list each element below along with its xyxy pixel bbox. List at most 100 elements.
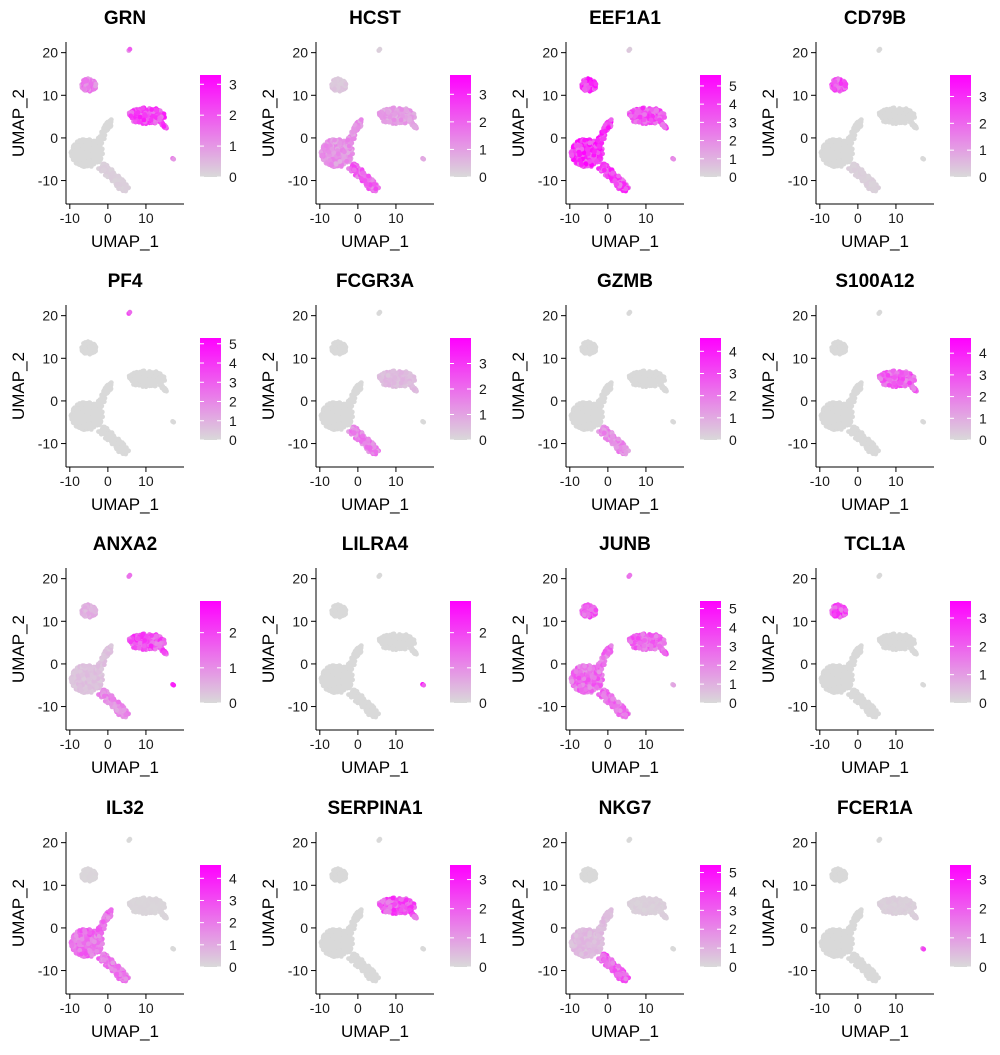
- umap-point-tcell: [82, 137, 87, 143]
- y-tick-label: 20: [42, 308, 58, 324]
- umap-point-nk: [614, 181, 620, 187]
- umap-point-tcell: [356, 125, 361, 130]
- umap-point-tcell: [835, 151, 841, 157]
- umap-point-tcell: [95, 400, 101, 406]
- umap-point-mono: [378, 113, 384, 119]
- umap-point-nk: [351, 167, 357, 173]
- umap-point-tcell: [335, 414, 341, 420]
- umap-point-mono: [407, 117, 412, 123]
- y-tick-label: -10: [38, 436, 58, 452]
- umap-point-mono: [161, 124, 167, 129]
- umap-point-tcell: [587, 140, 593, 146]
- umap-point-tcell: [608, 117, 614, 122]
- umap-point-mono: [636, 119, 642, 125]
- umap-point-mono: [898, 117, 904, 123]
- x-tick-label: 0: [604, 210, 612, 226]
- panel-title: HCST: [349, 8, 401, 29]
- y-tick-label: 0: [550, 130, 558, 146]
- umap-point-tcell: [76, 412, 82, 418]
- umap-point-tcell: [100, 392, 106, 398]
- umap-point-mono: [153, 370, 159, 376]
- colorbar-tick-label: 3: [229, 374, 237, 390]
- umap-point-tcell: [89, 162, 95, 168]
- umap-point-mono: [653, 107, 659, 113]
- umap-point-tcell: [326, 149, 332, 155]
- umap-point-tcell: [576, 149, 582, 155]
- y-axis-label: UMAP_2: [759, 89, 778, 157]
- umap-point-tcell: [856, 125, 861, 130]
- colorbar-tick-label: 3: [729, 114, 737, 130]
- umap-point-tcell: [337, 403, 343, 409]
- umap-point-tcell: [587, 159, 593, 164]
- umap-point-tcell: [102, 122, 108, 128]
- umap-point-b: [81, 86, 87, 92]
- colorbar-tick-label: 0: [979, 169, 987, 185]
- x-tick-label: -10: [310, 210, 330, 226]
- colorbar-tick-label: 5: [729, 78, 737, 94]
- umap-points: [318, 309, 427, 457]
- y-tick-label: 0: [50, 130, 58, 146]
- umap-point-tcell: [323, 406, 329, 412]
- umap-point-tcell: [342, 149, 347, 155]
- panel-title: FCGR3A: [336, 271, 414, 292]
- umap-point-mono: [890, 105, 896, 111]
- colorbar-tick-label: 0: [229, 432, 237, 448]
- umap-point-tcell: [83, 161, 89, 167]
- umap-point-tcell: [85, 414, 91, 420]
- umap-point-mono: [403, 107, 409, 113]
- umap-point-mono: [133, 119, 139, 125]
- colorbar-tick-label: 1: [229, 138, 237, 154]
- umap-point-mono: [385, 110, 391, 115]
- umap-point-tcell: [87, 159, 93, 164]
- umap-point-nk: [601, 167, 607, 173]
- umap-point-tcell: [94, 158, 100, 164]
- umap-point-tcell: [106, 125, 111, 130]
- panel-title: CD79B: [844, 8, 906, 29]
- umap-point-nk: [101, 430, 107, 436]
- y-tick-label: 10: [42, 350, 58, 366]
- umap-point-dc: [171, 419, 177, 425]
- umap-point-tcell: [81, 150, 87, 156]
- umap-point-tcell: [101, 136, 107, 142]
- y-axis-label: UMAP_2: [259, 89, 278, 157]
- umap-point-mono: [398, 117, 404, 123]
- y-tick-label: 0: [50, 393, 58, 409]
- umap-point-nk: [373, 186, 379, 192]
- umap-point-nk: [873, 186, 879, 192]
- umap-point-tcell: [826, 149, 832, 155]
- umap-point-nk: [123, 449, 129, 455]
- y-tick-label: 20: [42, 45, 58, 61]
- umap-point-mono: [649, 107, 655, 112]
- umap-point-mono: [648, 117, 654, 123]
- umap-point-tcell: [79, 146, 85, 152]
- umap-point-nk: [110, 433, 116, 439]
- colorbar-tick-label: 3: [479, 86, 487, 102]
- umap-point-mono: [148, 117, 154, 123]
- y-tick-label: 20: [792, 45, 808, 61]
- x-tick-label: 10: [138, 210, 154, 226]
- umap-point-b: [93, 344, 99, 350]
- umap-point-mono: [136, 382, 142, 388]
- colorbar-tick-label: 4: [729, 96, 737, 112]
- colorbar-tick-label: 0: [479, 169, 487, 185]
- umap-point-nk: [364, 181, 370, 187]
- umap-point-tcell: [337, 422, 343, 427]
- umap-point-tcell: [595, 137, 601, 143]
- umap-point-dc: [671, 156, 677, 162]
- x-axis-label: UMAP_1: [591, 232, 659, 251]
- umap-point-mega: [127, 309, 133, 315]
- umap-point-mono: [140, 368, 146, 374]
- umap-point-b: [81, 349, 87, 355]
- umap-point-nk: [864, 181, 870, 187]
- umap-point-dc: [921, 156, 927, 162]
- umap-point-mono: [148, 380, 154, 386]
- umap-point-mono: [887, 114, 893, 120]
- umap-point-nk: [116, 173, 121, 179]
- umap-point-tcell: [76, 149, 82, 155]
- x-tick-label: 10: [138, 473, 154, 489]
- umap-point-mono: [657, 117, 662, 123]
- umap-point-b: [843, 81, 849, 87]
- x-axis-label: UMAP_1: [91, 495, 159, 514]
